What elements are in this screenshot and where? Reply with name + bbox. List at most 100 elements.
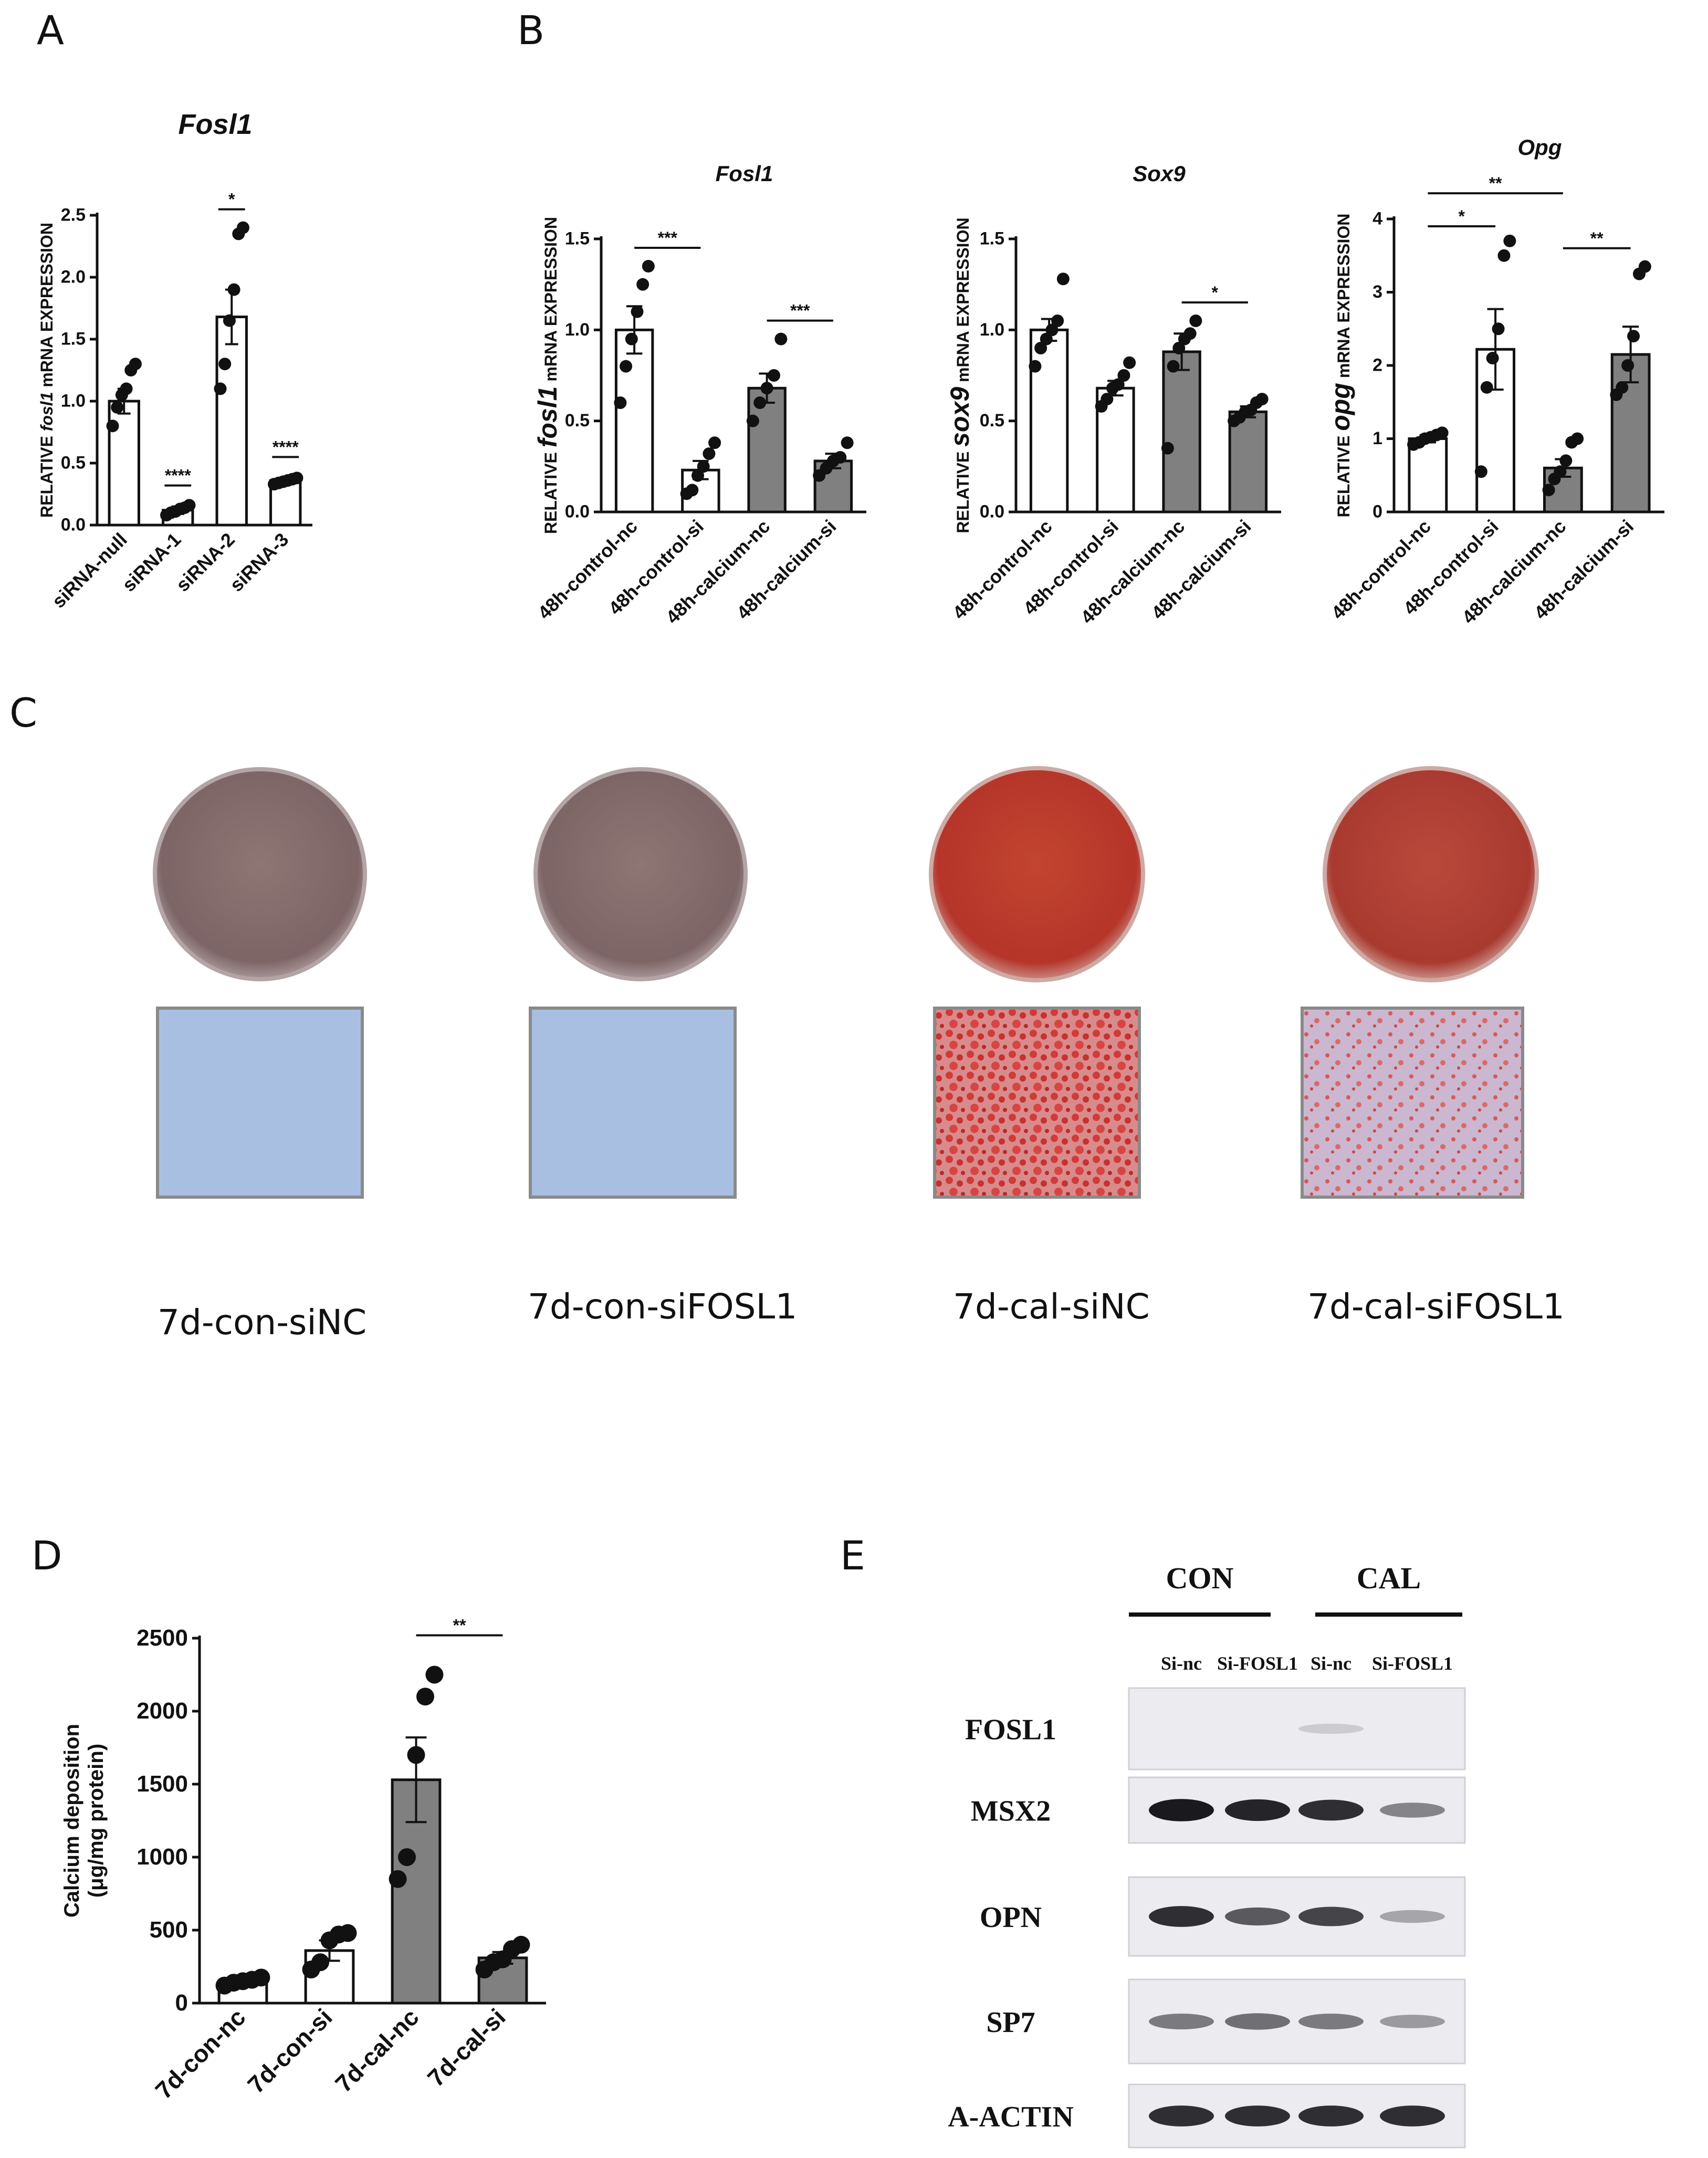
dish-1 (153, 767, 367, 981)
bar (1096, 386, 1135, 514)
category-label: 48h-calcium-nc (662, 516, 774, 628)
data-point (183, 499, 196, 512)
data-point (1565, 436, 1578, 449)
y-tick-label: 2.5 (61, 205, 86, 225)
y-axis-label-part: mRNA EXPRESSION (953, 217, 972, 386)
blot-band (1298, 2014, 1364, 2029)
data-point (339, 1924, 357, 1942)
data-point (614, 396, 627, 409)
chart-b1: 0.0 0.5 1.0 1.5 48h-control-nc48h-control-si… (533, 161, 866, 628)
data-point (1503, 234, 1516, 247)
data-point (1167, 360, 1180, 373)
blot-protein-label: MSX2 (971, 1795, 1051, 1828)
data-point (1255, 393, 1269, 406)
bar (1408, 437, 1448, 514)
blot-group-label: CON (1166, 1561, 1234, 1595)
data-point (1189, 315, 1202, 327)
dish-4 (1323, 766, 1539, 982)
bar (162, 509, 194, 527)
blot-band (1298, 1906, 1364, 1926)
data-point (753, 396, 767, 409)
blot-band (1380, 2105, 1445, 2126)
data-point (841, 436, 854, 449)
category-label: 7d-con-si (242, 2003, 337, 2098)
blot-band (1149, 2014, 1214, 2029)
staining-label-2: 7d-con-siFOSL1 (528, 1286, 798, 1327)
sig-label: ** (1590, 229, 1604, 248)
y-axis-label: RELATIVE sox9 mRNA EXPRESSION (945, 217, 974, 533)
data-point (1627, 330, 1640, 343)
blot-band (1225, 1907, 1290, 1926)
y-tick-label: 0.5 (980, 411, 1004, 431)
data-point (1492, 322, 1505, 336)
y-tick-label: 0.0 (980, 502, 1004, 522)
panel-letter-d: D (32, 1532, 62, 1579)
data-point (834, 451, 847, 464)
y-tick-label: 0.5 (61, 453, 86, 473)
y-tick-label: 2500 (137, 1625, 188, 1651)
chart-a: 0.00.51.01.52.02.5siRNA-nullsiRNA-1siRNA… (37, 109, 312, 612)
sig-label: *** (790, 301, 810, 320)
blot-band (1298, 1799, 1364, 1821)
data-point (686, 484, 699, 497)
data-point (281, 474, 295, 487)
y-tick-label: 1.5 (565, 229, 590, 249)
bar (1475, 348, 1516, 514)
data-point (760, 382, 773, 395)
data-point (1244, 403, 1258, 416)
y-axis-label-part: RELATIVE (1334, 431, 1353, 518)
data-point (1548, 473, 1561, 486)
micrograph-2 (529, 1007, 737, 1199)
data-point (1610, 388, 1623, 401)
bar (813, 459, 853, 514)
y-tick-label: 2.0 (61, 267, 86, 287)
data-point (1101, 393, 1114, 406)
data-point (178, 501, 191, 514)
data-point (1486, 352, 1499, 365)
category-label: siRNA-3 (225, 529, 292, 596)
data-point (124, 364, 138, 376)
blot-band (1225, 1799, 1290, 1821)
blot-band (1149, 2105, 1214, 2126)
bar (391, 1778, 442, 2005)
data-point (494, 1950, 512, 1968)
y-tick-label: 2000 (137, 1698, 188, 1724)
y-tick-label: 0.0 (61, 515, 86, 535)
data-point (708, 436, 721, 449)
y-axis-label-part: RELATIVE (541, 447, 560, 534)
data-point (1040, 332, 1053, 345)
sig-label: **** (165, 466, 191, 485)
staining-label-1: 7d-con-siNC (158, 1302, 367, 1343)
panel-letter-b: B (517, 7, 545, 54)
data-point (1616, 381, 1629, 394)
data-point (407, 1746, 425, 1764)
data-point (1183, 327, 1197, 340)
y-tick-label: 1 (1372, 428, 1382, 448)
data-point (1480, 381, 1493, 394)
micrograph-4 (1301, 1007, 1524, 1199)
data-point (1621, 359, 1634, 372)
data-point (1413, 436, 1426, 449)
bar (1228, 410, 1268, 514)
data-point (746, 414, 759, 427)
data-point (1250, 396, 1263, 409)
data-point (1034, 342, 1047, 354)
data-point (485, 1953, 503, 1972)
blot-strip (1128, 1978, 1466, 2065)
sig-label: * (1212, 283, 1219, 302)
data-point (329, 1925, 348, 1944)
data-point (389, 1870, 407, 1888)
data-point (1228, 414, 1241, 427)
y-axis-label-part: mRNA EXPRESSION (37, 223, 56, 392)
data-point (1497, 249, 1511, 262)
data-point (1056, 273, 1070, 286)
data-point (1559, 454, 1573, 467)
category-label: 48h-calcium-si (1529, 516, 1638, 624)
data-point (252, 1968, 270, 1987)
y-axis-label-part: RELATIVE (953, 447, 972, 533)
blot-strip (1128, 1687, 1466, 1771)
data-point (111, 401, 124, 414)
y-tick-label: 0.0 (565, 502, 590, 522)
